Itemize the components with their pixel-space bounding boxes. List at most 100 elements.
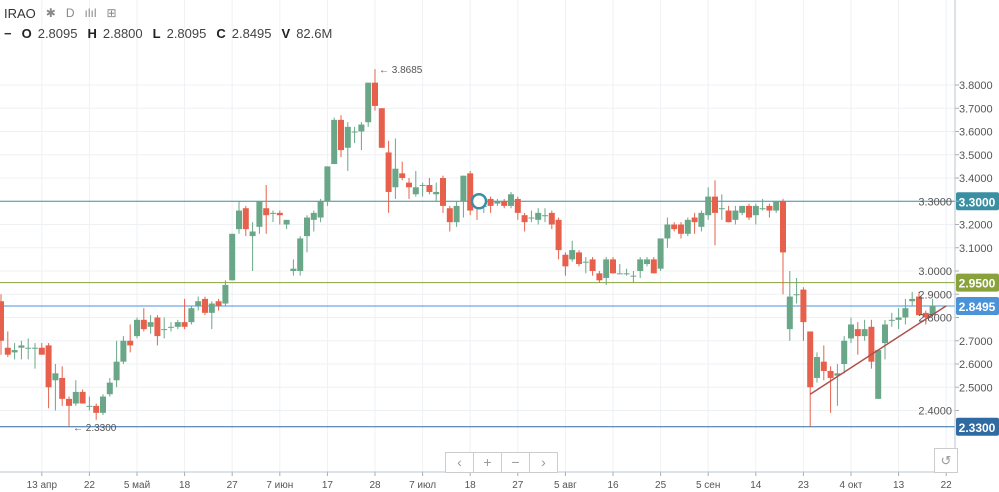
- candle-up: [895, 308, 902, 330]
- candle-up: [283, 219, 290, 230]
- reset-chart-button[interactable]: ↺: [934, 448, 958, 473]
- candle-body: [134, 319, 140, 337]
- gear-icon[interactable]: ✱: [45, 6, 56, 20]
- low-value: 2.8095: [166, 25, 207, 41]
- candle-down: [66, 396, 72, 427]
- bars-icon[interactable]: ılıl: [84, 6, 97, 20]
- candle-body: [909, 298, 916, 302]
- candle-body: [718, 208, 725, 210]
- candle-down: [562, 252, 569, 276]
- scroll-right-button[interactable]: ›: [541, 454, 546, 470]
- candle-up: [909, 291, 916, 306]
- candle-up: [161, 317, 168, 339]
- candle-body: [11, 350, 18, 353]
- candle-body: [725, 210, 732, 223]
- collapse-icon[interactable]: −: [4, 25, 12, 41]
- open-label: O: [21, 25, 32, 41]
- candle-down: [555, 217, 562, 260]
- candle-down: [372, 69, 378, 111]
- candle-body: [174, 322, 181, 327]
- candle-body: [902, 308, 909, 318]
- candle-down: [712, 180, 718, 246]
- candle-down: [548, 210, 555, 230]
- candle-body: [215, 301, 222, 306]
- overlays: ← 3.8685 ← 2.3300: [73, 65, 947, 434]
- candle-up: [882, 319, 888, 360]
- x-tick-label: 23: [798, 480, 810, 491]
- candle-body: [25, 347, 32, 349]
- candle-up: [412, 171, 419, 197]
- candle-up: [453, 201, 460, 227]
- candle-up: [310, 210, 317, 232]
- interval-label[interactable]: D: [65, 6, 75, 20]
- zoom-out-button[interactable]: −: [502, 453, 530, 472]
- symbol-bar: IRAO ✱ D ılıl ⊞: [4, 4, 117, 22]
- candle-body: [304, 217, 310, 237]
- candle-body: [895, 317, 902, 320]
- candle-up: [888, 312, 895, 327]
- candle-body: [712, 196, 718, 213]
- candle-body: [773, 201, 780, 211]
- candle-body: [732, 210, 739, 220]
- candle-up: [11, 343, 18, 360]
- candle-up: [623, 268, 630, 276]
- candle-body: [494, 201, 501, 204]
- add-box-icon[interactable]: ⊞: [106, 6, 117, 20]
- candle-up: [134, 317, 140, 339]
- candle-body: [535, 212, 542, 220]
- candle-up: [174, 319, 181, 330]
- candle-body: [208, 303, 215, 313]
- y-tick-label: 3.8000: [959, 80, 993, 92]
- y-tick-label: 2.6000: [959, 359, 993, 371]
- candle-body: [310, 212, 317, 220]
- candle-body: [800, 289, 807, 323]
- candle-body: [514, 198, 521, 213]
- candle-down: [406, 178, 412, 199]
- candle-down: [181, 298, 188, 330]
- candle-body: [664, 224, 671, 239]
- candle-body: [66, 398, 72, 406]
- candle-up: [208, 301, 215, 330]
- candle-up: [630, 271, 637, 283]
- y-tick-label: 2.8000: [918, 313, 952, 325]
- candle-body: [106, 382, 113, 395]
- candle-down: [610, 257, 616, 274]
- candle-body: [344, 126, 351, 148]
- candle-up: [120, 336, 127, 364]
- candle-body: [542, 215, 548, 217]
- horizontal-levels[interactable]: 3.3000 2.9500 2.8495 2.3300: [0, 192, 999, 436]
- candle-body: [168, 326, 174, 328]
- y-tick-label: 3.2000: [959, 220, 993, 232]
- candle-down: [276, 210, 283, 225]
- candle-up: [793, 277, 800, 304]
- y-tick-label: 2.7000: [959, 336, 993, 348]
- x-tick-label: 27: [512, 480, 524, 491]
- candle-down: [93, 403, 100, 420]
- candle-down: [154, 315, 161, 346]
- scroll-left-button[interactable]: ‹: [446, 453, 474, 472]
- zoom-in-button[interactable]: +: [474, 453, 502, 472]
- candle-body: [589, 259, 596, 271]
- candle-body: [603, 259, 610, 278]
- x-tick-label: 16: [607, 480, 619, 491]
- candle-up: [657, 238, 664, 271]
- candle-up: [419, 182, 426, 197]
- candle-up: [698, 210, 705, 232]
- candle-body: [358, 124, 365, 132]
- candle-body: [820, 361, 827, 371]
- candle-up: [542, 208, 548, 223]
- candle-down: [38, 343, 45, 355]
- x-tick-label: 5 май: [124, 480, 150, 491]
- candle-body: [392, 168, 399, 188]
- symbol-name[interactable]: IRAO: [4, 5, 36, 21]
- candle-body: [406, 182, 412, 188]
- candle-down: [854, 322, 861, 355]
- candle-down: [916, 291, 922, 316]
- candle-up: [52, 364, 59, 411]
- candle-up: [664, 217, 671, 248]
- candle-body: [72, 391, 79, 404]
- candle-up: [684, 217, 691, 237]
- candle-body: [433, 191, 440, 195]
- candle-up: [331, 117, 338, 165]
